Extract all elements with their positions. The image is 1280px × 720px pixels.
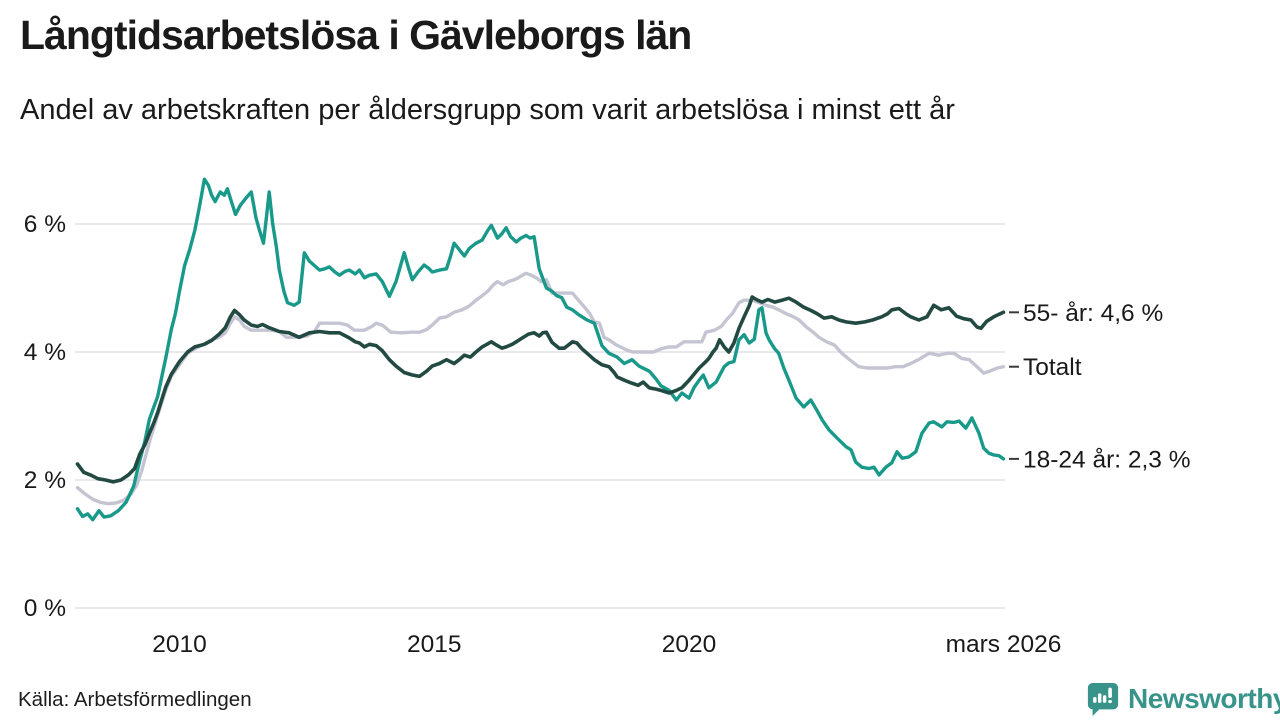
series-line-18-24-r xyxy=(75,177,1006,522)
series-line-55-r xyxy=(75,295,1006,484)
x-tick-label: mars 2026 xyxy=(946,631,1062,658)
page-subtitle: Andel av arbetskraften per åldersgrupp s… xyxy=(20,94,955,126)
x-tick-label: 2010 xyxy=(152,631,207,658)
annotation-label-totalt: Totalt xyxy=(1023,354,1082,381)
y-tick-label: 0 % xyxy=(24,595,66,622)
y-tick-label: 2 % xyxy=(24,467,66,494)
y-tick-label: 4 % xyxy=(24,339,66,366)
series-line-totalt xyxy=(75,271,1006,506)
x-tick-label: 2015 xyxy=(407,631,462,658)
y-tick-label: 6 % xyxy=(24,211,66,238)
newsworthy-bubble-icon xyxy=(1087,682,1119,716)
x-tick-label: 2020 xyxy=(662,631,717,658)
annotation-label-18-24-r: 18-24 år: 2,3 % xyxy=(1023,446,1191,473)
annotation-label-55-r: 55- år: 4,6 % xyxy=(1023,300,1163,327)
newsworthy-wordmark: Newsworthy xyxy=(1128,683,1280,714)
source-note: Källa: Arbetsförmedlingen xyxy=(18,688,252,711)
newsworthy-logo: Newsworthy xyxy=(1086,681,1280,717)
page-title: Långtidsarbetslösa i Gävleborgs län xyxy=(20,12,692,58)
